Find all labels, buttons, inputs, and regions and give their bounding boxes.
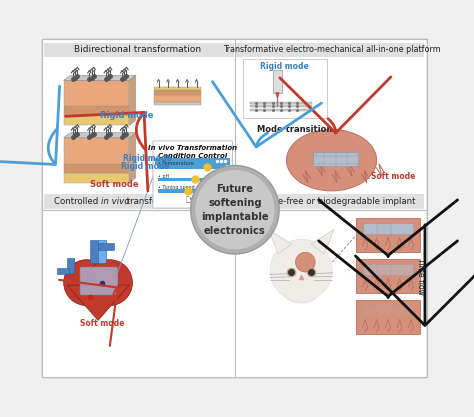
- Text: In vivo Transformation: In vivo Transformation: [148, 145, 237, 151]
- FancyBboxPatch shape: [356, 300, 420, 334]
- Bar: [154, 158, 201, 162]
- Text: Bidirectional transformation: Bidirectional transformation: [74, 45, 201, 55]
- Bar: [154, 87, 201, 90]
- Circle shape: [191, 166, 279, 254]
- Text: ☞: ☞: [185, 194, 196, 207]
- Bar: [90, 240, 98, 263]
- Bar: [154, 156, 201, 158]
- Bar: [273, 70, 283, 93]
- Text: Residue-free or biodegradable implant: Residue-free or biodegradable implant: [249, 197, 415, 206]
- Text: in vivo: in vivo: [101, 197, 129, 206]
- Ellipse shape: [286, 129, 377, 191]
- FancyBboxPatch shape: [80, 267, 118, 295]
- Polygon shape: [311, 229, 334, 254]
- Bar: [64, 164, 129, 173]
- FancyBboxPatch shape: [363, 264, 413, 275]
- Polygon shape: [64, 133, 136, 138]
- Polygon shape: [129, 75, 136, 126]
- FancyBboxPatch shape: [363, 223, 413, 234]
- Bar: [250, 108, 312, 111]
- Bar: [64, 80, 129, 106]
- Polygon shape: [268, 229, 292, 254]
- Polygon shape: [129, 133, 136, 183]
- Text: Time flow: Time flow: [416, 259, 425, 295]
- Text: Condition Control: Condition Control: [158, 153, 227, 158]
- Bar: [250, 105, 312, 107]
- Text: transformability: transformability: [124, 197, 195, 206]
- Bar: [64, 106, 129, 116]
- Bar: [158, 189, 226, 193]
- Bar: [67, 258, 73, 273]
- FancyBboxPatch shape: [363, 305, 413, 316]
- Bar: [155, 158, 230, 165]
- FancyBboxPatch shape: [356, 259, 420, 293]
- Bar: [250, 102, 312, 104]
- Bar: [154, 95, 201, 102]
- Polygon shape: [67, 285, 129, 320]
- Polygon shape: [64, 75, 136, 80]
- Circle shape: [195, 170, 275, 250]
- Text: Rigid mode: Rigid mode: [123, 153, 172, 163]
- Circle shape: [295, 252, 315, 272]
- Circle shape: [64, 260, 109, 306]
- Text: Rigid mode: Rigid mode: [261, 62, 309, 71]
- Circle shape: [270, 239, 332, 301]
- Bar: [98, 243, 115, 250]
- Text: Future
softening
implantable
electronics: Future softening implantable electronics: [201, 184, 269, 236]
- Text: Soft mode: Soft mode: [80, 319, 124, 328]
- Bar: [158, 178, 226, 181]
- Bar: [154, 168, 201, 171]
- Text: • pH: • pH: [158, 173, 169, 178]
- Text: Rigid mode: Rigid mode: [121, 162, 170, 171]
- Text: Transformative electro-mechanical all-in-one platform: Transformative electro-mechanical all-in…: [223, 45, 441, 55]
- Text: Rigid mode: Rigid mode: [100, 111, 154, 120]
- Text: Soft mode: Soft mode: [90, 180, 139, 189]
- FancyBboxPatch shape: [236, 194, 424, 209]
- Ellipse shape: [283, 279, 319, 303]
- Bar: [154, 90, 201, 95]
- FancyBboxPatch shape: [356, 218, 420, 252]
- Bar: [64, 116, 129, 126]
- FancyBboxPatch shape: [153, 141, 232, 208]
- Text: Soft mode: Soft mode: [371, 172, 415, 181]
- FancyBboxPatch shape: [236, 43, 424, 58]
- FancyBboxPatch shape: [243, 59, 327, 118]
- Polygon shape: [276, 93, 279, 99]
- FancyBboxPatch shape: [44, 194, 234, 209]
- FancyBboxPatch shape: [42, 39, 428, 378]
- FancyBboxPatch shape: [313, 151, 358, 166]
- Bar: [158, 166, 226, 169]
- Bar: [64, 173, 129, 183]
- Bar: [57, 268, 69, 274]
- Text: Controlled: Controlled: [54, 197, 101, 206]
- Bar: [154, 102, 201, 105]
- Circle shape: [87, 260, 133, 306]
- Bar: [64, 138, 129, 164]
- Text: Mode transition: Mode transition: [257, 125, 332, 134]
- Text: • Temperature: • Temperature: [158, 161, 194, 166]
- Bar: [154, 162, 201, 168]
- FancyBboxPatch shape: [44, 43, 234, 58]
- Text: • Tuning speed: • Tuning speed: [158, 185, 195, 190]
- Bar: [98, 240, 106, 263]
